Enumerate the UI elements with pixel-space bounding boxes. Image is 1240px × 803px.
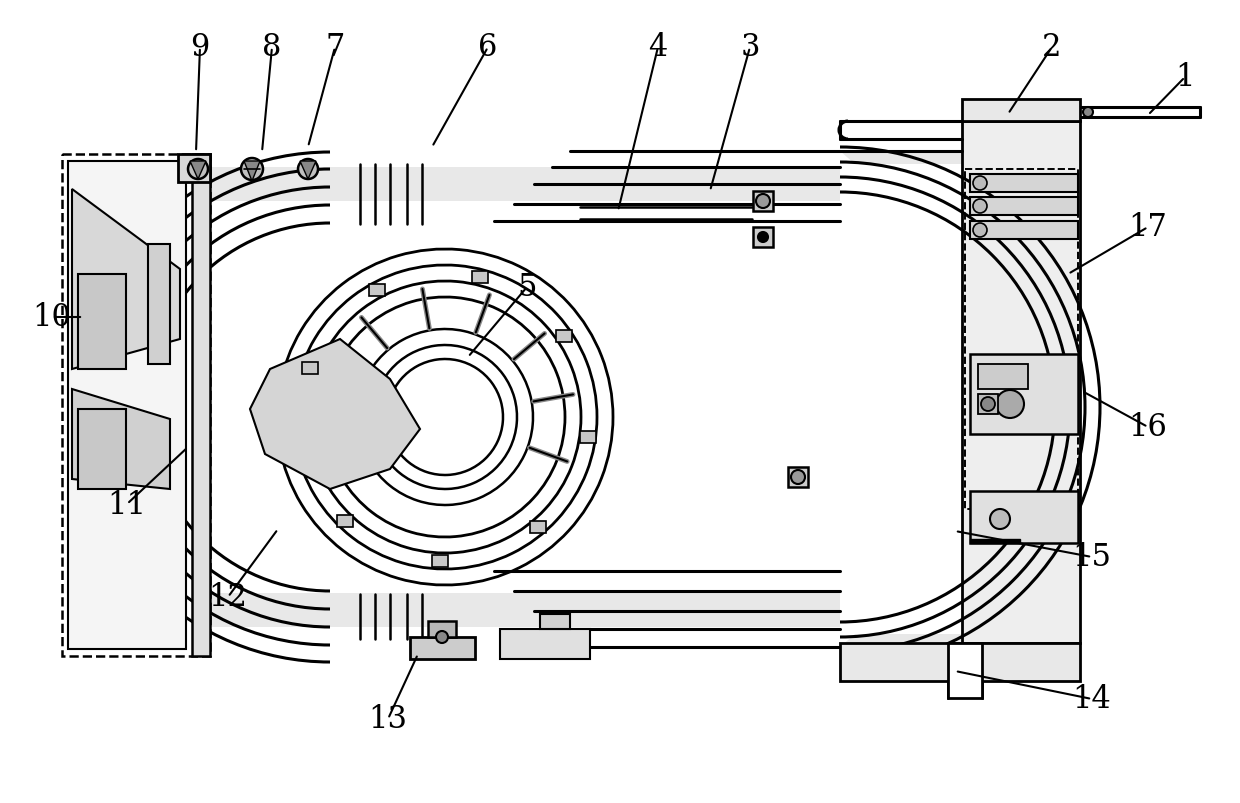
Text: 2: 2 [1043, 32, 1061, 63]
Bar [970, 491, 1078, 544]
Text: 4: 4 [649, 32, 667, 63]
Bar [949, 643, 982, 698]
Bar [970, 175, 1078, 193]
Bar [148, 245, 170, 365]
Bar [301, 362, 317, 374]
Bar [337, 515, 353, 527]
Text: 17: 17 [1128, 212, 1167, 243]
Bar [970, 355, 1078, 434]
Polygon shape [72, 389, 170, 489]
Text: 6: 6 [479, 32, 497, 63]
Polygon shape [72, 190, 180, 369]
Bar [970, 222, 1078, 240]
Bar [179, 155, 210, 183]
Bar [962, 100, 1080, 122]
Bar [192, 155, 210, 656]
Circle shape [1083, 108, 1092, 118]
Circle shape [436, 631, 448, 643]
Circle shape [973, 177, 987, 191]
Text: 16: 16 [1128, 412, 1167, 443]
Bar [410, 638, 475, 659]
Bar [579, 431, 595, 443]
Text: 15: 15 [1073, 542, 1111, 573]
Text: 10: 10 [32, 302, 72, 333]
Circle shape [990, 509, 1011, 529]
Circle shape [241, 159, 263, 181]
Bar [539, 614, 570, 630]
Bar [78, 410, 126, 489]
Text: 3: 3 [740, 32, 760, 63]
Bar [962, 122, 1080, 643]
Bar [787, 467, 808, 487]
Circle shape [758, 233, 768, 243]
Text: 7: 7 [325, 32, 345, 63]
Text: 9: 9 [191, 32, 210, 63]
Text: 1: 1 [1176, 63, 1195, 93]
Bar [370, 284, 386, 296]
Circle shape [188, 160, 208, 180]
Bar [970, 540, 1021, 544]
Bar [68, 161, 186, 649]
Bar [529, 522, 546, 534]
Polygon shape [190, 161, 206, 180]
Bar [78, 275, 126, 369]
Bar [970, 198, 1078, 216]
Circle shape [981, 397, 994, 411]
Bar [965, 169, 1078, 509]
Text: 12: 12 [208, 582, 248, 613]
Polygon shape [300, 161, 316, 180]
Bar [557, 331, 573, 343]
Bar [978, 394, 998, 414]
Circle shape [973, 200, 987, 214]
Bar [472, 272, 487, 284]
Bar [978, 365, 1028, 389]
Circle shape [298, 160, 317, 180]
Bar [428, 622, 456, 638]
Bar [432, 555, 448, 567]
Bar [500, 630, 590, 659]
Bar [200, 168, 839, 202]
Text: 14: 14 [1073, 683, 1111, 715]
Text: 11: 11 [108, 489, 146, 520]
Polygon shape [250, 340, 420, 489]
Bar [839, 643, 1080, 681]
Polygon shape [839, 634, 1080, 647]
Bar [753, 228, 773, 247]
Text: 5: 5 [517, 272, 537, 303]
Polygon shape [839, 152, 1080, 165]
Circle shape [996, 390, 1024, 418]
Polygon shape [244, 161, 260, 181]
Circle shape [791, 471, 805, 484]
Circle shape [973, 224, 987, 238]
Circle shape [756, 195, 770, 209]
Bar [62, 155, 210, 656]
Text: 8: 8 [263, 32, 281, 63]
Text: 13: 13 [368, 703, 408, 735]
Bar [200, 593, 839, 627]
Bar [753, 192, 773, 212]
